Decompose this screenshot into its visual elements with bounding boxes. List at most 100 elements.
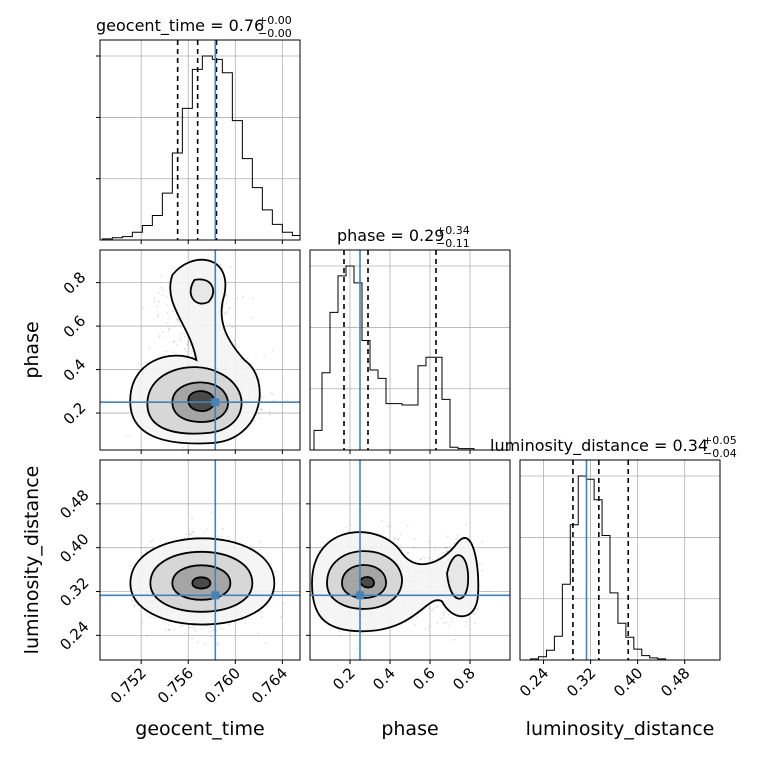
scatter-point [228,538,231,541]
x-tick-label-phase: 0.8 [449,664,479,694]
scatter-point [212,629,214,632]
scatter-point [179,339,182,341]
scatter-point [437,606,439,608]
scatter-point [164,354,166,356]
scatter-point [264,642,267,644]
scatter-point [397,544,399,547]
x-tick-label-luminosity_distance: 0.24 [516,664,552,700]
hist-frame-phase [309,249,511,451]
contour-line [187,390,216,412]
scatter-point [347,530,349,533]
scatter-point [412,546,415,549]
scatter-point [167,624,170,626]
x-tick-label-luminosity_distance: 0.48 [657,664,693,700]
scatter-point [217,642,220,645]
truth-marker [211,398,220,407]
scatter-point [172,351,175,353]
scatter-point [262,395,265,398]
x-tick-label-phase: 0.4 [369,664,399,694]
scatter-point [453,638,456,641]
contour-line [129,258,261,445]
contour-line [146,366,243,435]
scatter-point [396,543,398,545]
scatter-point [186,343,189,346]
scatter-point [247,357,249,360]
scatter-point [149,616,152,618]
scatter-point [260,396,263,398]
density-fill [192,577,211,589]
y-tick-label-phase: 0.6 [60,312,90,342]
scatter-point [153,617,156,619]
scatter-point [260,408,263,411]
scatter-point [190,533,193,536]
scatter-point [446,550,449,553]
scatter-point [185,351,188,353]
scatter-point [397,538,400,540]
scatter-point [227,308,230,310]
scatter-point [191,637,194,640]
scatter-point [168,628,171,631]
contour-line [189,278,214,305]
scatter-point [210,636,213,638]
hist-step-phase [313,265,475,450]
scatter-point [416,616,418,619]
y-tick-label-phase: 0.8 [60,268,90,298]
scatter-point [208,630,211,633]
scatter-point [228,623,230,626]
scatter-point [428,625,431,627]
scatter-point [216,644,219,646]
scatter-point [188,626,191,629]
title-luminosity-distance-lower: −0.04 [703,447,737,460]
scatter-point [393,536,395,539]
scatter-point [221,527,224,530]
scatter-point [142,306,145,309]
scatter-point [259,378,261,381]
scatter-point [410,559,413,561]
scatter-point [434,606,437,608]
y-tick-label-phase: 0.2 [60,399,90,429]
scatter-point [474,613,476,615]
scatter-point [453,542,456,545]
panel-2d-luminosity_distance-vs-geocent_time [100,460,300,660]
scatter-point [476,607,479,610]
x-tick-label-luminosity_distance: 0.40 [610,664,646,700]
density-fill [188,391,215,412]
x-tick-label-geocent_time: 0.752 [107,664,150,707]
x-tick-label-luminosity_distance: 0.32 [563,664,599,700]
hist-step-luminosity_distance [530,475,674,660]
scatter-point [141,621,144,624]
contour-line [171,381,229,423]
scatter-point [244,622,247,625]
truth-marker [211,591,220,600]
scatter-point [428,557,430,559]
scatter-point [190,352,192,355]
scatter-point [283,602,285,604]
scatter-point [376,532,379,535]
scatter-point [407,551,409,554]
scatter-point [157,313,160,316]
scatter-point [446,550,448,553]
scatter-point [260,408,263,411]
contour-line [171,564,232,601]
scatter-point [487,590,489,593]
scatter-point [196,641,199,643]
hist-panel-phase [310,250,510,450]
scatter-point [179,336,182,339]
scatter-point [432,608,435,610]
scatter-point [448,624,451,627]
scatter-point [399,533,402,536]
scatter-point [465,523,468,526]
contour-line [359,576,375,589]
scatter-point [241,297,244,299]
scatter-point [176,319,179,322]
scatter-point [203,643,206,645]
x-tick-label-geocent_time: 0.764 [248,664,291,707]
scatter-point [406,524,409,527]
scatter-point [444,546,447,549]
hist-panel-geocent_time [100,40,300,240]
scatter-point [230,266,233,268]
scatter-point [270,392,273,395]
title-phase-main: phase = 0.29 [337,226,444,245]
scatter-point [338,635,341,637]
